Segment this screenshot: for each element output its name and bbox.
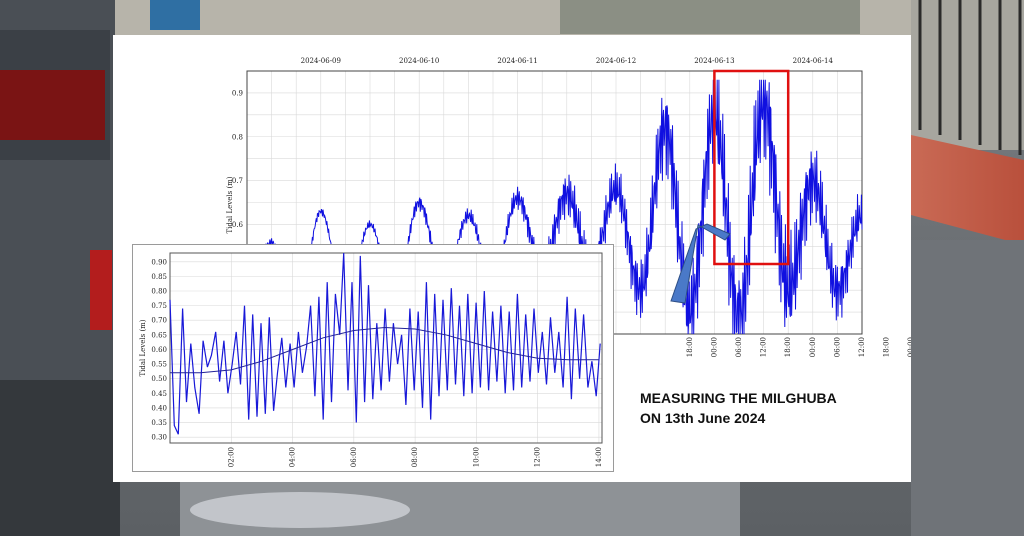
main-top-tick-label: 2024-06-11 <box>497 57 537 65</box>
main-chart-y-label: Tidal Levels (m) <box>226 176 234 233</box>
main-y-tick-label: 0.6 <box>232 221 244 229</box>
pointer-arrow-icon <box>670 223 731 304</box>
inset-y-tick-label: 0.80 <box>151 288 167 296</box>
inset-chart-x-ticks: 02:00 04:00 06:00 08:00 10:00 12:00 14:00 <box>227 447 603 467</box>
main-chart-top-ticks: 2024-06-09 2024-06-10 2024-06-11 2024-06-12… <box>301 57 834 65</box>
inset-y-tick-label: 0.85 <box>151 273 167 281</box>
inset-y-tick-label: 0.55 <box>151 361 167 369</box>
main-bottom-tick-label: 00:00 <box>710 337 718 357</box>
main-bottom-tick-label: 06:00 <box>833 337 841 357</box>
main-bottom-tick-label: 00:00 <box>907 337 911 357</box>
inset-y-tick-label: 0.90 <box>151 258 167 266</box>
main-chart-bottom-ticks: 18:00 00:00 06:00 12:00 18:00 00:00 06:00 12:00… <box>686 337 911 357</box>
inset-y-tick-label: 0.30 <box>151 434 167 442</box>
inset-y-tick-label: 0.50 <box>151 375 167 383</box>
inset-x-tick-label: 08:00 <box>411 447 419 467</box>
main-bottom-tick-label: 12:00 <box>858 337 866 357</box>
inset-y-tick-label: 0.60 <box>151 346 167 354</box>
inset-y-tick-label: 0.75 <box>151 302 167 310</box>
main-top-tick-label: 2024-06-13 <box>694 57 734 65</box>
inset-x-tick-label: 10:00 <box>472 447 480 467</box>
inset-x-tick-label: 06:00 <box>350 447 358 467</box>
main-bottom-tick-label: 18:00 <box>784 337 792 357</box>
highlight-box <box>713 69 790 266</box>
main-bottom-tick-label: 18:00 <box>686 337 694 357</box>
inset-x-tick-label: 14:00 <box>595 447 603 467</box>
inset-x-tick-label: 12:00 <box>534 447 542 467</box>
main-bottom-tick-label: 18:00 <box>883 337 891 357</box>
main-bottom-tick-label: 06:00 <box>735 337 743 357</box>
inset-y-tick-label: 0.35 <box>151 419 167 427</box>
zoom-inset-panel: 0.90 0.85 0.80 0.75 0.70 0.65 0.60 0.55 0.50 0.45… <box>132 244 614 472</box>
main-bottom-tick-label: 12:00 <box>760 337 768 357</box>
main-top-tick-label: 2024-06-14 <box>793 57 834 65</box>
inset-y-tick-label: 0.70 <box>151 317 167 325</box>
main-y-tick-label: 0.7 <box>232 177 243 185</box>
main-top-tick-label: 2024-06-09 <box>301 57 341 65</box>
inset-y-tick-label: 0.45 <box>151 390 167 398</box>
main-top-tick-label: 2024-06-10 <box>399 57 439 65</box>
main-bottom-tick-label: 00:00 <box>809 337 817 357</box>
caption-block: MEASURING THE MILGHUBA ON 13th June 2024 <box>640 388 880 428</box>
inset-x-tick-label: 02:00 <box>227 447 235 467</box>
inset-y-tick-label: 0.65 <box>151 331 167 339</box>
inset-chart-frame <box>169 252 603 444</box>
inset-y-tick-label: 0.40 <box>151 404 167 412</box>
inset-chart-series-line <box>169 252 601 435</box>
main-top-tick-label: 2024-06-12 <box>596 57 636 65</box>
inset-chart-trend-line <box>170 326 599 374</box>
inset-chart-y-ticks: 0.90 0.85 0.80 0.75 0.70 0.65 0.60 0.55 0.50 0.45… <box>151 258 167 441</box>
main-y-tick-label: 0.8 <box>232 133 243 141</box>
inset-x-tick-label: 04:00 <box>289 447 297 467</box>
zoom-inset-chart: 0.90 0.85 0.80 0.75 0.70 0.65 0.60 0.55 0.50 0.45… <box>139 252 603 467</box>
caption-line-2: ON 13th June 2024 <box>640 410 766 426</box>
caption-line-1: MEASURING THE MILGHUBA <box>640 390 837 406</box>
main-y-tick-label: 0.9 <box>232 89 243 97</box>
inset-chart-y-label: Tidal Levels (m) <box>139 319 147 376</box>
